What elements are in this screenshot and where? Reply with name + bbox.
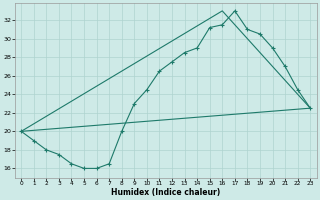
X-axis label: Humidex (Indice chaleur): Humidex (Indice chaleur) (111, 188, 220, 197)
